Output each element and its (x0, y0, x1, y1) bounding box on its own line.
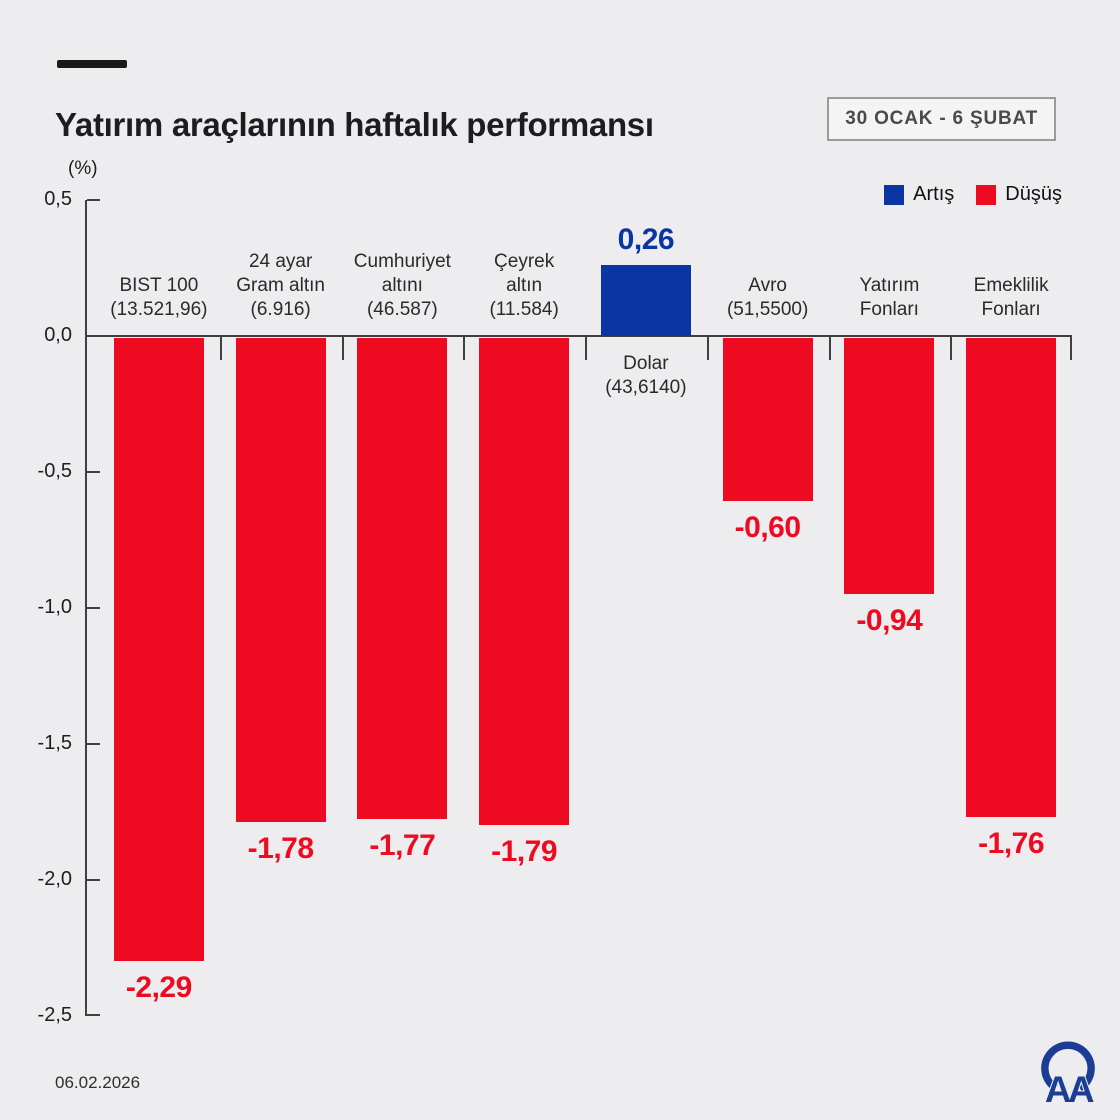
category-label: Cumhuriyet altını (46.587) (342, 250, 464, 322)
x-tick (219, 336, 222, 360)
value-label: -2,29 (125, 970, 192, 1004)
category-label-line: (11.584) (489, 299, 559, 320)
category-label: Avro (51,5500) (707, 274, 829, 322)
category-label-line: Yatırım (859, 275, 920, 296)
y-tick (87, 199, 100, 201)
category-label: BIST 100 (13.521,96) (98, 274, 220, 322)
page-title: Yatırım araçlarının haftalık performansı (55, 106, 654, 144)
y-tick-label: -2,5 (37, 1004, 72, 1026)
category-label: Yatırım Fonları (829, 274, 951, 322)
value-label: -0,94 (856, 603, 923, 637)
category-label: Emeklilik Fonları (950, 274, 1072, 322)
value-label: -1,78 (247, 832, 314, 866)
bar-column: Dolar (43,6140) 0,26 (585, 200, 707, 1016)
unit-label: (%) (68, 158, 98, 179)
value-label: 0,26 (617, 223, 675, 257)
bar (235, 338, 326, 823)
y-tick (87, 607, 100, 609)
x-tick (950, 336, 953, 360)
x-tick (341, 336, 344, 360)
y-tick (87, 1014, 100, 1016)
category-label: Dolar (43,6140) (585, 352, 707, 400)
y-tick (87, 743, 100, 745)
category-label: 24 ayar Gram altın (6.916) (220, 250, 342, 322)
bar-column: Yatırım Fonları -0,94 (829, 200, 951, 1016)
x-tick (1070, 336, 1072, 360)
plot-area: BIST 100 (13.521,96) -2,29 24 ayar Gram altı… (85, 199, 1072, 1016)
x-tick (706, 336, 709, 360)
y-tick-label: -1,5 (37, 732, 72, 754)
legend-item-increase: Artış (884, 183, 954, 206)
x-tick (463, 336, 466, 360)
y-tick-label: -0,5 (37, 460, 72, 482)
x-tick (828, 336, 831, 360)
bar-column: 24 ayar Gram altın (6.916) -1,78 (220, 200, 342, 1016)
bar-column: Emeklilik Fonları -1,76 (950, 200, 1072, 1016)
increase-swatch-icon (884, 184, 905, 205)
category-label-line: (46.587) (366, 299, 438, 320)
value-label: -0,60 (734, 511, 801, 545)
aa-agency-logo: AA (1034, 1038, 1102, 1111)
category-label: Çeyrek altın (11.584) (463, 250, 585, 322)
y-tick-label: -1,0 (37, 596, 72, 618)
category-label-line: altını (381, 275, 423, 296)
bar (357, 338, 448, 820)
decrease-swatch-icon (976, 184, 997, 205)
legend: Artış Düşüş (884, 183, 1062, 206)
category-label-line: altın (506, 275, 543, 296)
bar (844, 338, 935, 594)
bar (113, 338, 204, 961)
bar (600, 265, 691, 336)
y-tick (87, 471, 100, 473)
category-label-line: (13.521,96) (110, 299, 208, 320)
y-tick-label: 0,5 (44, 188, 72, 210)
category-label-line: (51,5500) (726, 299, 809, 320)
legend-item-decrease: Düşüş (976, 183, 1062, 206)
value-label: -1,77 (369, 829, 436, 863)
aa-logo-icon: AA (1041, 1041, 1098, 1111)
y-tick-label: -2,0 (37, 868, 72, 890)
category-label-line: Çeyrek (494, 251, 555, 272)
bar-column: Avro (51,5500) -0,60 (707, 200, 829, 1016)
category-label-line: 24 ayar (248, 251, 313, 272)
y-tick (87, 335, 100, 337)
legend-label-increase: Artış (913, 183, 955, 205)
category-label-line: Fonları (859, 299, 919, 320)
category-label-line: Avro (748, 275, 787, 296)
y-tick-label: 0,0 (44, 324, 72, 346)
y-tick (87, 879, 100, 881)
value-label: -1,79 (491, 834, 558, 868)
category-label-line: Dolar (623, 353, 669, 374)
category-label-line: Emeklilik (973, 275, 1049, 296)
date-range-badge: 30 OCAK - 6 ŞUBAT (827, 97, 1056, 141)
bar (479, 338, 570, 825)
bar-column: Cumhuriyet altını (46.587) -1,77 (342, 200, 464, 1016)
legend-label-decrease: Düşüş (1005, 183, 1062, 205)
bar (722, 338, 813, 502)
category-label-line: (6.916) (250, 299, 311, 320)
bar-column: BIST 100 (13.521,96) -2,29 (98, 200, 220, 1016)
footer-date: 06.02.2026 (55, 1073, 141, 1092)
y-axis-line (85, 200, 87, 1016)
header-dash (57, 60, 127, 68)
x-tick (585, 336, 587, 360)
category-label-line: (43,6140) (605, 377, 687, 398)
category-label-line: Cumhuriyet (353, 251, 451, 272)
aa-logo-text: AA (1045, 1069, 1094, 1108)
category-label-line: Gram altın (236, 275, 325, 296)
zero-baseline (85, 335, 1072, 337)
category-label-line: Fonları (981, 299, 1041, 320)
bar-column: Çeyrek altın (11.584) -1,79 (463, 200, 585, 1016)
category-label-line: BIST 100 (119, 275, 199, 296)
bar (966, 338, 1057, 817)
value-label: -1,76 (978, 826, 1045, 860)
